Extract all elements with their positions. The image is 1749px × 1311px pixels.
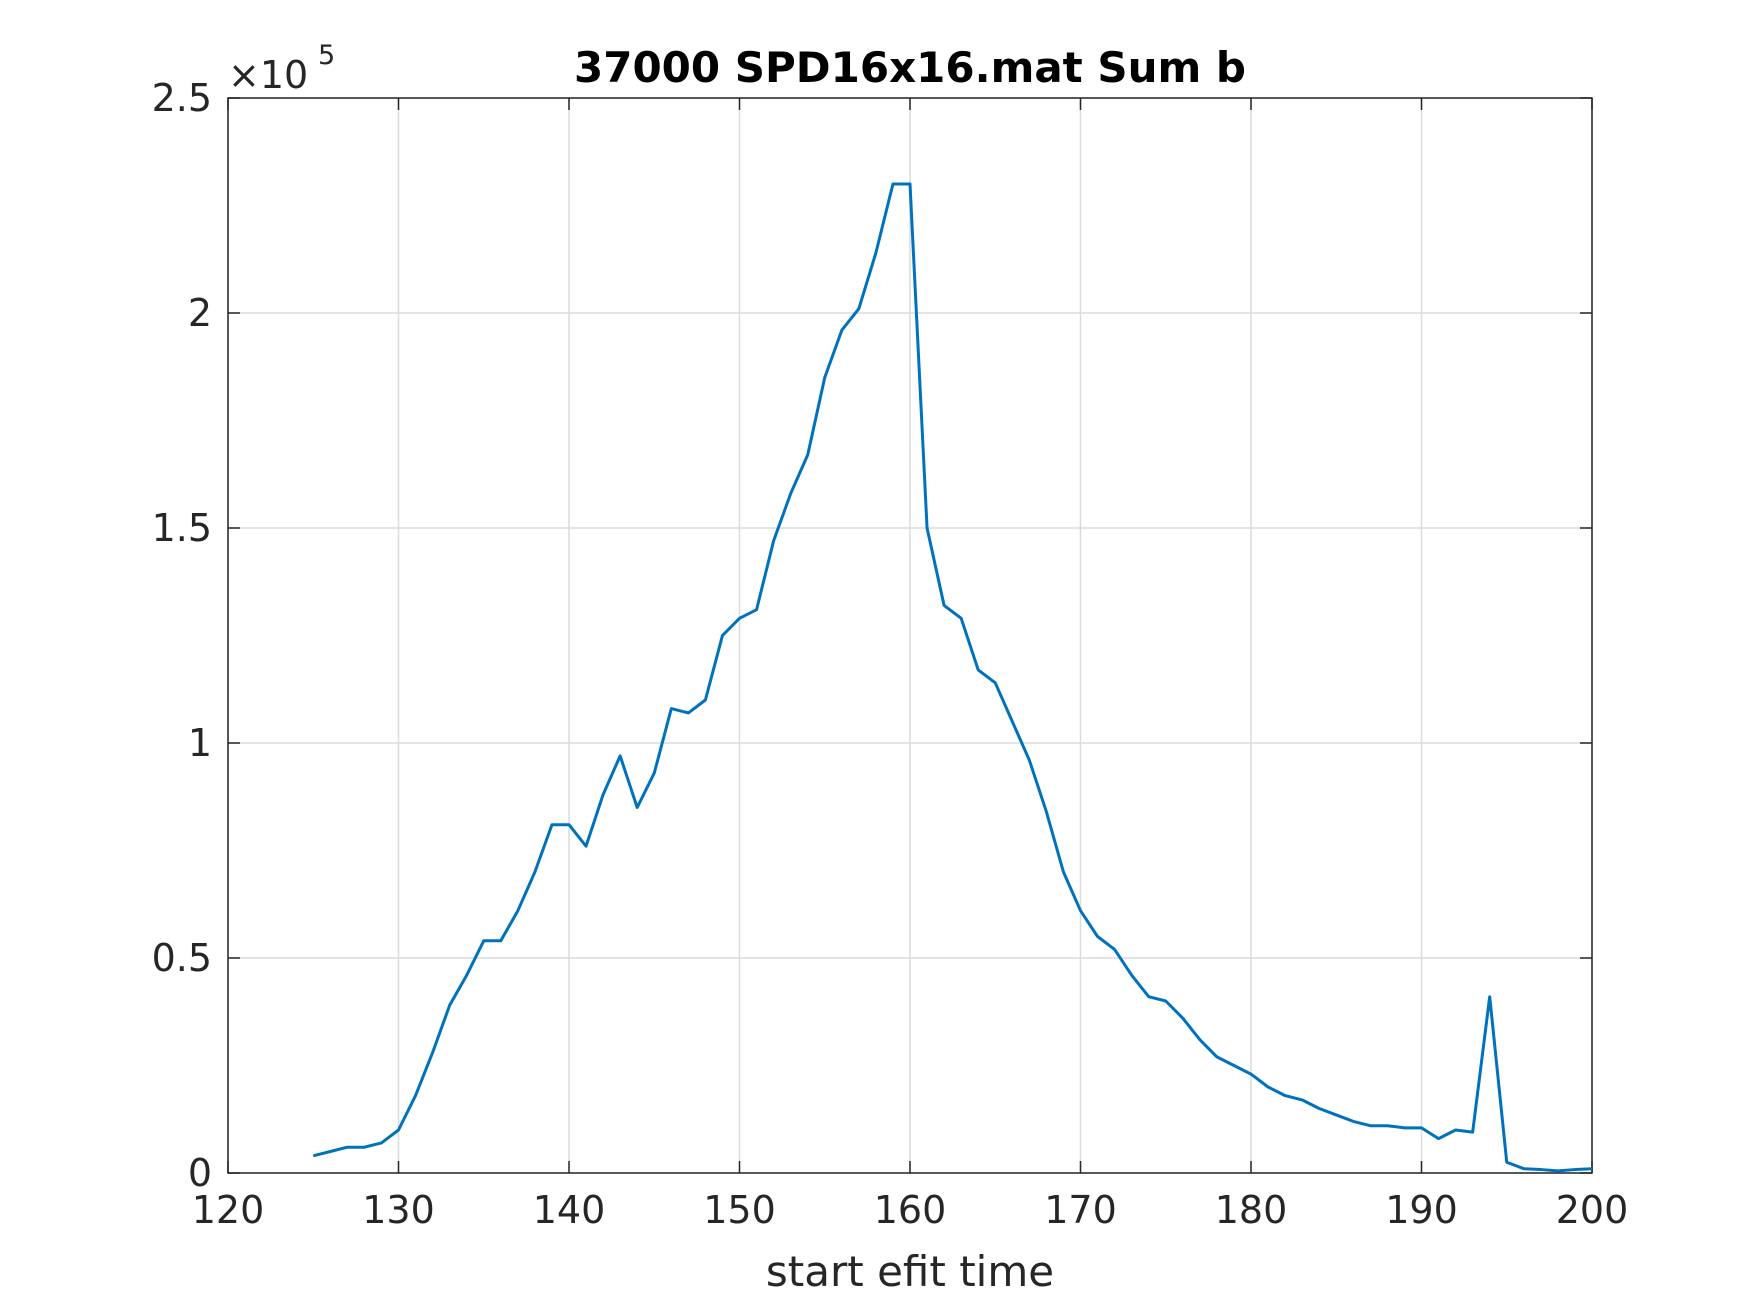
y-tick-label: 0.5	[152, 936, 212, 980]
x-axis-label: start efit time	[766, 1247, 1054, 1296]
x-tick-label: 200	[1556, 1188, 1629, 1232]
x-tick-labels: 120 130 140 150 160 170 180 190 200	[192, 1188, 1629, 1232]
x-tick-label: 150	[703, 1188, 776, 1232]
y-tick-label: 1	[188, 721, 212, 765]
y-tick-label: 1.5	[152, 506, 212, 550]
series-group	[312, 182, 1593, 1173]
chart-title: 37000 SPD16x16.mat Sum b	[574, 43, 1246, 92]
y-tick-label: 2	[188, 291, 212, 335]
y-tick-label: 0	[188, 1151, 212, 1195]
x-tick-label: 160	[874, 1188, 947, 1232]
y-exponent-base: ×10	[228, 53, 308, 97]
x-tick-label: 140	[533, 1188, 606, 1232]
y-exponent-power: 5	[318, 40, 335, 71]
x-tick-label: 120	[192, 1188, 265, 1232]
y-tick-labels: 0 0.5 1 1.5 2 2.5	[152, 76, 212, 1195]
series-line	[312, 182, 1593, 1173]
x-tick-label: 170	[1044, 1188, 1117, 1232]
x-tick-label: 190	[1385, 1188, 1458, 1232]
x-tick-label: 180	[1215, 1188, 1288, 1232]
x-tick-label: 130	[362, 1188, 435, 1232]
axes-box	[227, 97, 1593, 1174]
y-tick-label: 2.5	[152, 76, 212, 120]
axes	[227, 97, 1593, 1174]
